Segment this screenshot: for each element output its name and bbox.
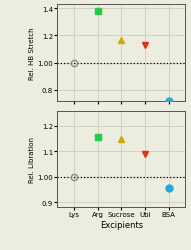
Y-axis label: Rel. HB Stretch: Rel. HB Stretch (29, 27, 35, 80)
Y-axis label: Rel. Libration: Rel. Libration (29, 136, 35, 182)
X-axis label: Excipients: Excipients (100, 220, 143, 229)
